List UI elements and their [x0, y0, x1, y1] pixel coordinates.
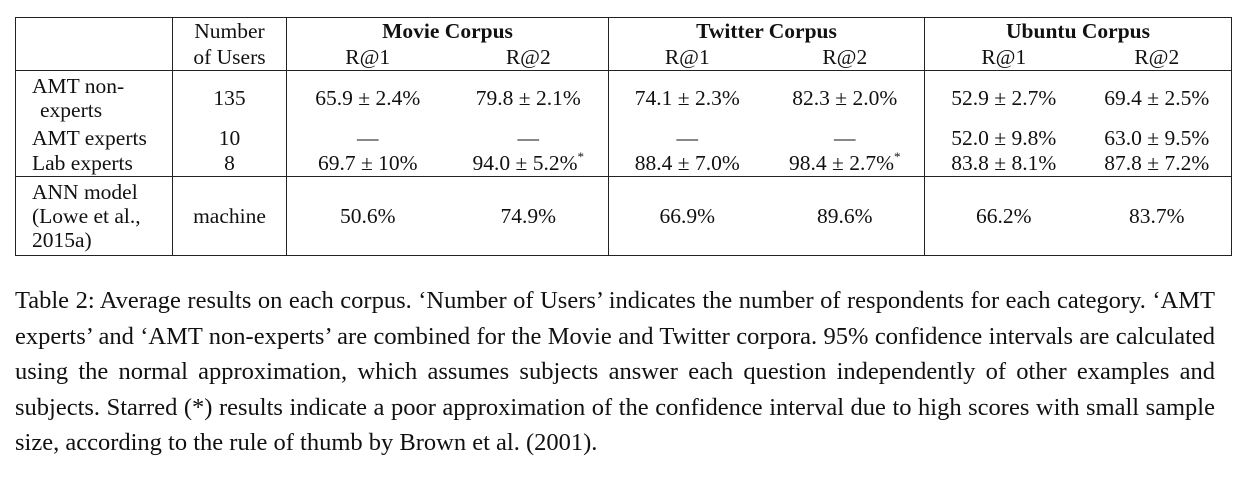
header-ubuntu-corpus: Ubuntu Corpus	[924, 17, 1233, 44]
value-cell: 63.0 ± 9.5%	[1082, 125, 1233, 150]
value-cell: —	[676, 125, 699, 150]
header-movie-corpus: Movie Corpus	[286, 17, 610, 44]
value-cell: 74.1 ± 2.3%	[634, 86, 740, 110]
value-cell: 69.4 ± 2.5%	[1082, 70, 1233, 125]
value-cell: —	[765, 125, 926, 150]
row-label: Lab experts	[15, 150, 173, 177]
row-label: AMT non- experts	[15, 70, 173, 125]
row-label: ANN model (Lowe et al., 2015a)	[15, 176, 173, 256]
value-cell: 69.7 ± 10%	[286, 150, 449, 177]
users-cell: 8	[172, 150, 287, 177]
star-marker: *	[894, 149, 901, 164]
row-label: AMT experts	[15, 125, 173, 150]
users-cell: machine	[172, 176, 287, 256]
table-row: AMT experts 10 — — — — 52.0 ± 9.8% 63.0 …	[15, 125, 1233, 150]
value-cell: 66.9%	[608, 176, 766, 256]
table-row: Lab experts 8 69.7 ± 10% 94.0 ± 5.2%* 88…	[15, 149, 1233, 177]
table-row: ANN model (Lowe et al., 2015a) machine 5…	[15, 176, 1233, 256]
table-caption: Table 2: Average results on each corpus.…	[15, 287, 1215, 456]
header-metric: R@2	[765, 44, 926, 71]
table-row: AMT non- experts 135 65.9 ± 2.4% 79.8 ± …	[15, 70, 1233, 125]
value-cell: —	[357, 125, 379, 150]
header-users-line2: of Users	[172, 44, 287, 71]
value-cell: 98.4 ± 2.7%*	[765, 149, 926, 177]
row-label-line: ANN model	[32, 180, 138, 204]
header-empty-cell	[15, 17, 173, 44]
row-label-line: 2015a)	[32, 228, 92, 252]
header-row-corpora: Number Movie Corpus Twitter Corpus Ubunt…	[15, 17, 1233, 44]
row-label-line: (Lowe et al.,	[32, 204, 141, 228]
value-cell: 74.9%	[448, 176, 610, 256]
value-cell: —	[448, 125, 610, 150]
value-cell: 83.7%	[1082, 176, 1233, 256]
value-cell: 82.3 ± 2.0%	[765, 70, 926, 125]
header-users-line1: Number	[172, 17, 287, 44]
results-table: Number Movie Corpus Twitter Corpus Ubunt…	[15, 17, 1233, 256]
value-text: 94.0 ± 5.2%	[472, 151, 578, 175]
header-metric: R@2	[1082, 44, 1233, 71]
value-cell: 89.6%	[765, 176, 926, 256]
row-label-line: experts	[40, 98, 103, 122]
value-cell: 79.8 ± 2.1%	[448, 70, 610, 125]
header-metric: R@2	[448, 44, 610, 71]
row-label-line: AMT non-	[32, 74, 125, 98]
header-metric: R@1	[286, 44, 449, 71]
value-cell: 52.0 ± 9.8%	[951, 125, 1057, 150]
value-cell: 94.0 ± 5.2%*	[448, 149, 610, 177]
value-cell: 65.9 ± 2.4%	[315, 86, 421, 110]
header-metric: R@1	[924, 44, 1083, 71]
value-cell: 50.6%	[286, 176, 449, 256]
header-metric: R@1	[608, 44, 766, 71]
value-cell: 83.8 ± 8.1%	[924, 150, 1083, 177]
value-text: 98.4 ± 2.7%	[789, 151, 894, 175]
value-cell: 87.8 ± 7.2%	[1082, 150, 1233, 177]
value-cell: 52.9 ± 2.7%	[951, 86, 1057, 110]
users-cell: 10	[172, 125, 287, 150]
value-cell: 88.4 ± 7.0%	[608, 150, 766, 177]
users-cell: 135	[172, 70, 287, 125]
header-twitter-corpus: Twitter Corpus	[608, 17, 926, 44]
header-row-metrics: of Users R@1 R@2 R@1 R@2 R@1 R@2	[15, 44, 1233, 71]
star-marker: *	[577, 149, 584, 164]
value-cell: 66.2%	[924, 176, 1083, 256]
header-empty-cell	[15, 44, 173, 71]
